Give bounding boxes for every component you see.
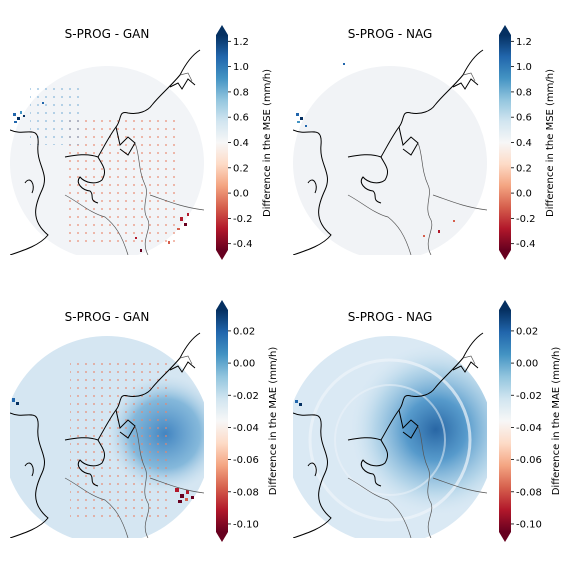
colorbar-tick-label: 0.00: [516, 359, 538, 370]
colorbar-label: Difference in the MAE (mm/h): [551, 347, 562, 496]
colorbar-gradient: [499, 310, 511, 532]
colorbar-extend-top: [216, 25, 228, 35]
panel-title: S-PROG - GAN: [65, 27, 150, 41]
colorbar-tick-label: -0.10: [233, 519, 259, 530]
colorbar-tick-label: 1.0: [516, 62, 532, 73]
colorbar-extend-bottom: [216, 532, 228, 542]
colorbar-tick-label: -0.2: [233, 214, 253, 225]
colorbar-tick-label: -0.06: [516, 455, 542, 466]
colorbar-extend-top: [499, 25, 511, 35]
panel-title: S-PROG - NAG: [348, 310, 433, 324]
colorbar-tick-label: -0.06: [233, 455, 259, 466]
colorbar-tick-label: 0.2: [233, 163, 249, 174]
colorbar-tick-label: -0.08: [516, 487, 542, 498]
map-area: [293, 332, 487, 538]
colorbar-tick-label: 0.8: [516, 87, 532, 98]
colorbar-tick-label: 0.0: [516, 189, 532, 200]
hotspot-red-southeast: [135, 213, 189, 252]
colorbar-tick-label: 1.0: [233, 62, 249, 73]
map-borders: [10, 49, 204, 255]
colorbar-label: Difference in the MSE (mm/h): [545, 69, 556, 217]
panel-mse-nag: S-PROG - NAG: [293, 25, 556, 260]
colorbar-tick-label: -0.04: [516, 423, 542, 434]
hotspot-blue-west: [295, 400, 302, 406]
map-area: [10, 49, 204, 255]
ring-artifact: [308, 358, 472, 522]
colorbar: 0.02 0.00 -0.02 -0.04 -0.06 -0.08 -0.10 Differ…: [499, 300, 562, 542]
colorbar-tick-label: 0.6: [233, 113, 249, 124]
colorbar-tick-label: -0.4: [516, 239, 536, 250]
map-area: [293, 49, 487, 255]
colorbar-label: Difference in the MAE (mm/h): [268, 347, 279, 496]
colorbar-tick-label: 0.00: [233, 359, 255, 370]
colorbar-tick-label: 0.02: [233, 326, 255, 337]
colorbar-tick-label: -0.10: [516, 519, 542, 530]
colorbar-extend-top: [216, 300, 228, 310]
colorbar-gradient: [499, 35, 511, 250]
colorbar-gradient: [216, 35, 228, 250]
colorbar-tick-label: 0.02: [516, 326, 538, 337]
map-borders: [10, 332, 204, 538]
colorbar-tick-label: -0.02: [516, 391, 542, 402]
colorbar-tick-label: -0.2: [516, 214, 536, 225]
colorbar-tick-label: -0.02: [233, 391, 259, 402]
hotspot-red-southeast: [175, 488, 194, 503]
map-borders: [293, 49, 487, 255]
artifact-grid: [65, 115, 175, 245]
colorbar-tick-label: 0.8: [233, 87, 249, 98]
panel-mae-nag: S-PROG - NAG: [293, 300, 562, 542]
ring-artifact: [334, 384, 446, 496]
colorbar: 1.2 1.0 0.8 0.6 0.4 0.2 0.0 -0.2 -0.4 Difference…: [499, 25, 556, 260]
colorbar-extend-bottom: [499, 532, 511, 542]
map-borders: [293, 332, 487, 538]
panel-title: S-PROG - NAG: [348, 27, 433, 41]
radar-core: [293, 336, 487, 538]
colorbar-gradient: [216, 310, 228, 532]
colorbar-tick-label: -0.4: [233, 239, 253, 250]
colorbar-extend-bottom: [216, 250, 228, 260]
colorbar-tick-label: 0.0: [233, 189, 249, 200]
artifact-grid-blue: [30, 85, 80, 145]
hotspot-blue-west: [296, 63, 345, 127]
colorbar: 0.02 0.00 -0.02 -0.04 -0.06 -0.08 -0.10 Differ…: [216, 300, 279, 542]
panel-mae-gan: S-PROG - GAN: [10, 300, 279, 542]
colorbar: 1.2 1.0 0.8 0.6 0.4 0.2 0.0 -0.2 -0.4 Difference…: [216, 25, 273, 260]
colorbar-tick-label: 0.2: [516, 163, 532, 174]
colorbar-extend-top: [499, 300, 511, 310]
colorbar-extend-bottom: [499, 250, 511, 260]
panel-mse-gan: S-PROG - GAN: [10, 25, 273, 260]
radar-domain: [293, 66, 487, 255]
panel-title: S-PROG - GAN: [65, 310, 150, 324]
colorbar-tick-label: -0.08: [233, 487, 259, 498]
colorbar-tick-label: 0.4: [516, 138, 532, 149]
colorbar-label: Difference in the MSE (mm/h): [262, 69, 273, 217]
hotspot-blue-west: [12, 398, 19, 405]
colorbar-tick-label: 1.2: [516, 37, 532, 48]
colorbar-tick-label: -0.04: [233, 423, 259, 434]
map-area: [10, 332, 204, 538]
colorbar-tick-label: 0.4: [233, 138, 249, 149]
hotspot-red-southeast: [423, 220, 455, 237]
colorbar-tick-label: 0.6: [516, 113, 532, 124]
colorbar-tick-label: 1.2: [233, 37, 249, 48]
hotspot-blue-west: [13, 102, 44, 123]
